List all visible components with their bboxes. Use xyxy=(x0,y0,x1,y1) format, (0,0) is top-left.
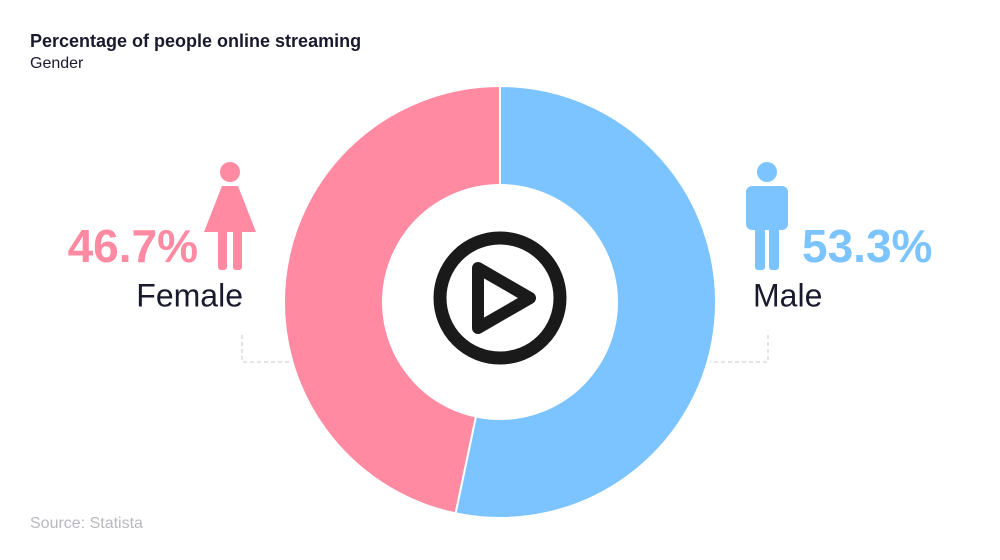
value-label: 46.7% xyxy=(68,220,198,272)
female-icon xyxy=(204,162,256,270)
play-icon xyxy=(433,231,567,365)
source: Source: Statista xyxy=(30,515,143,532)
donut-hole xyxy=(382,184,618,420)
category-label: Male xyxy=(753,277,822,313)
chart-subtitle: Gender xyxy=(30,55,84,72)
male-icon xyxy=(746,162,788,270)
value-label: 53.3% xyxy=(802,220,932,272)
leader-lines xyxy=(241,335,769,363)
category-label: Female xyxy=(136,277,243,313)
chart-title: Percentage of people online streaming xyxy=(30,31,361,51)
